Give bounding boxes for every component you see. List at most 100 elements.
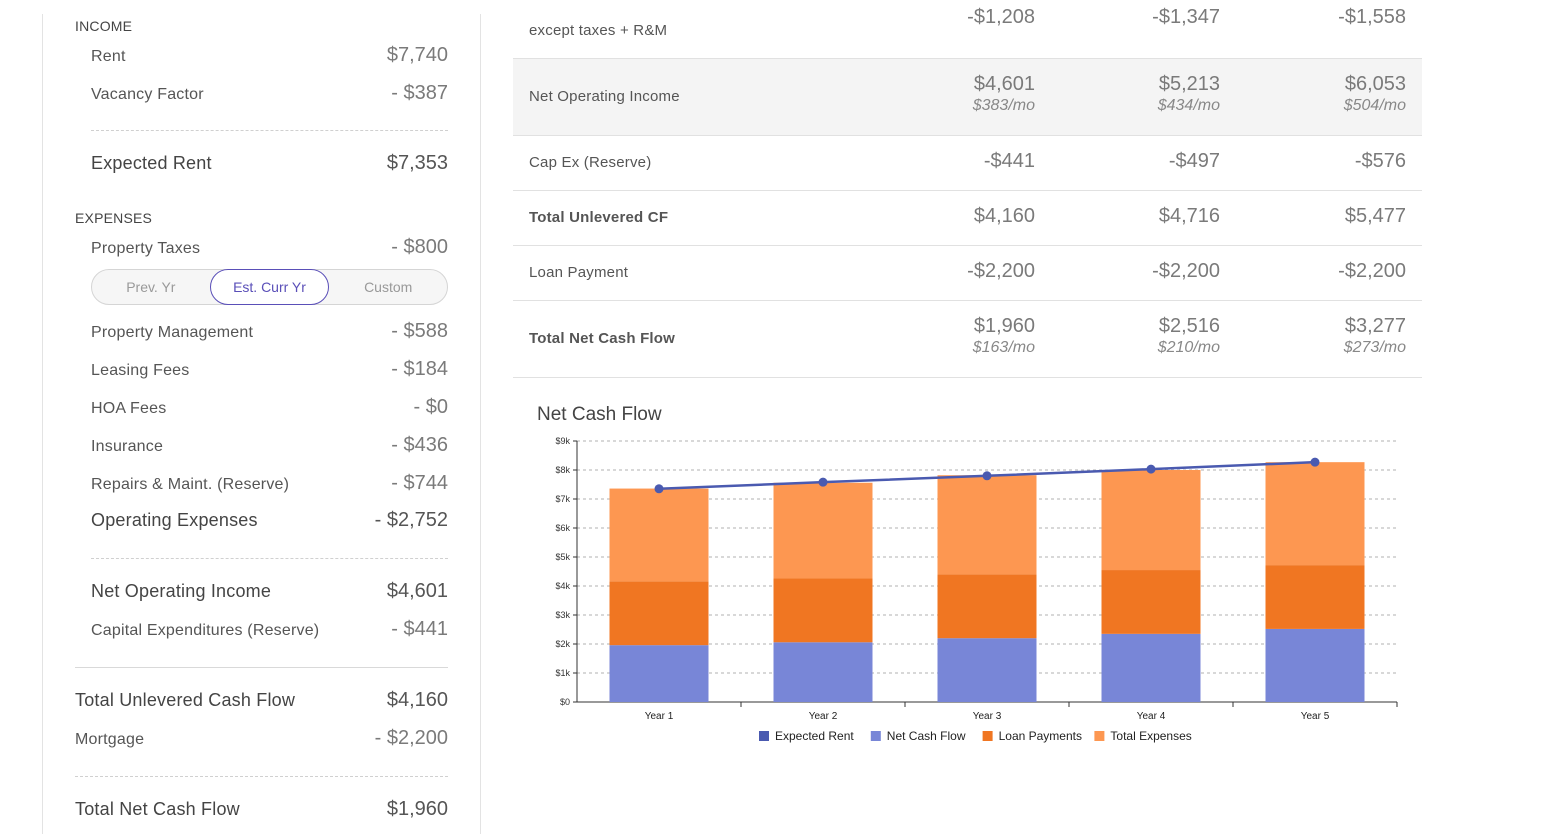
chart-title: Net Cash Flow xyxy=(537,404,662,425)
monthly-value: $163 xyxy=(972,339,1009,356)
cell-value: $5,213 xyxy=(1158,73,1220,95)
bar-net-cash-flow xyxy=(1265,628,1365,702)
mortgage-value[interactable]: - $2,200 xyxy=(374,727,448,749)
panel-divider xyxy=(480,14,481,834)
legend-label: Expected Rent xyxy=(775,729,854,743)
cash-flow-summary: INCOME Rent $7,740 Vacancy Factor - $387… xyxy=(75,0,448,834)
rent-row: Rent $7,740 xyxy=(91,44,448,67)
tucf-label: Total Unlevered Cash Flow xyxy=(75,690,296,710)
legend-label: Loan Payments xyxy=(999,729,1082,743)
vacancy-value[interactable]: - $387 xyxy=(391,82,448,104)
cell-value: -$1,208 xyxy=(967,6,1035,28)
x-tick-label: Year 2 xyxy=(809,711,838,722)
property-taxes-value[interactable]: - $800 xyxy=(391,236,448,258)
leasing-label: Leasing Fees xyxy=(91,362,190,379)
y-tick-label: $5k xyxy=(555,552,570,562)
rent-label: Rent xyxy=(91,48,126,65)
bar-total-expenses xyxy=(1265,462,1365,566)
cell-value: -$1,558 xyxy=(1338,6,1406,28)
tax-option-prev-yr[interactable]: Prev. Yr xyxy=(126,279,176,295)
row-label: Total Unlevered CF xyxy=(529,209,669,226)
insurance-value[interactable]: - $436 xyxy=(391,434,448,456)
cell-value: $4,601 xyxy=(973,73,1035,95)
capex-value[interactable]: - $441 xyxy=(391,618,448,640)
mo-suffix: /mo xyxy=(1008,339,1035,356)
mortgage-label: Mortgage xyxy=(75,731,145,748)
y-tick-label: $7k xyxy=(555,494,570,504)
noi-label: Net Operating Income xyxy=(91,581,272,601)
monthly-value: $210 xyxy=(1157,339,1194,356)
opex-label: Operating Expenses xyxy=(91,510,258,530)
bar-net-cash-flow xyxy=(773,642,873,702)
y-tick-label: $3k xyxy=(555,610,570,620)
noi-value: $4,601 xyxy=(386,580,448,602)
cell-value: $6,053 xyxy=(1344,73,1406,95)
row-label: Total Net Cash Flow xyxy=(529,330,676,347)
monthly-value: $383 xyxy=(972,97,1009,114)
rent-value[interactable]: $7,740 xyxy=(386,44,448,66)
tncf-row: Total Net Cash Flow $1,960 xyxy=(75,798,448,821)
point-expected-rent xyxy=(1146,464,1156,474)
expenses-heading: EXPENSES xyxy=(75,210,153,226)
cell-value: -$497 xyxy=(1168,150,1220,172)
y-tick-label: $0 xyxy=(560,697,570,707)
bar-total-expenses xyxy=(609,488,709,582)
bar-total-expenses xyxy=(1101,470,1201,571)
noi-row: Net Operating Income $4,601 xyxy=(91,580,448,603)
mo-suffix: /mo xyxy=(1193,97,1220,114)
expected-rent-row: Expected Rent $7,353 xyxy=(91,152,448,175)
legend-swatch xyxy=(870,731,881,741)
property-mgmt-value[interactable]: - $588 xyxy=(391,320,448,342)
tncf-label: Total Net Cash Flow xyxy=(75,799,240,819)
left-divider xyxy=(42,14,43,834)
tncf-value: $1,960 xyxy=(386,798,448,820)
point-expected-rent xyxy=(818,477,828,487)
property-taxes-label: Property Taxes xyxy=(91,240,201,257)
cell-value: -$576 xyxy=(1354,150,1406,172)
y-tick-label: $6k xyxy=(555,523,570,533)
table-row: Total Unlevered CF $4,160 $4,716 $5,477 xyxy=(513,191,1422,246)
y-tick-label: $9k xyxy=(555,436,570,446)
x-tick-label: Year 4 xyxy=(1137,711,1166,722)
cell-value: $3,277 xyxy=(1344,315,1406,337)
leasing-value[interactable]: - $184 xyxy=(391,358,448,380)
vacancy-row: Vacancy Factor - $387 xyxy=(91,82,448,105)
monthly-value: $434 xyxy=(1157,97,1194,114)
cell-value: -$2,200 xyxy=(967,260,1035,282)
legend-swatch xyxy=(759,731,769,741)
bar-loan-payments xyxy=(1265,565,1365,629)
x-tick-label: Year 3 xyxy=(973,711,1002,722)
bar-loan-payments xyxy=(1101,570,1201,634)
bar-loan-payments xyxy=(937,574,1037,639)
capex-row: Capital Expenditures (Reserve) - $441 xyxy=(91,618,448,641)
mo-suffix: /mo xyxy=(1193,339,1220,356)
tax-option-est-curr-yr[interactable]: Est. Curr Yr xyxy=(209,269,330,305)
cell-value: $1,960 xyxy=(973,315,1035,337)
tax-option-custom[interactable]: Custom xyxy=(364,279,413,295)
hoa-value[interactable]: - $0 xyxy=(413,396,448,418)
bar-total-expenses xyxy=(773,482,873,579)
cell-value: $4,716 xyxy=(1158,205,1220,227)
mo-suffix: /mo xyxy=(1379,97,1406,114)
repairs-row: Repairs & Maint. (Reserve) - $744 xyxy=(91,472,448,495)
legend-swatch xyxy=(1094,731,1105,741)
table-row: Net Operating Income $4,601 $383/mo $5,21… xyxy=(513,59,1422,136)
bar-loan-payments xyxy=(773,578,873,643)
table-row: Cap Ex (Reserve) -$441 -$497 -$576 xyxy=(513,136,1422,191)
bar-net-cash-flow xyxy=(1101,633,1201,702)
point-expected-rent xyxy=(1310,457,1320,467)
mo-suffix: /mo xyxy=(1008,97,1035,114)
property-taxes-row: Property Taxes - $800 xyxy=(91,236,448,259)
legend-label: Total Expenses xyxy=(1110,729,1191,743)
monthly-value: $273 xyxy=(1343,339,1380,356)
cell-value: -$2,200 xyxy=(1338,260,1406,282)
property-mgmt-label: Property Management xyxy=(91,324,254,341)
point-expected-rent xyxy=(654,484,664,494)
vacancy-label: Vacancy Factor xyxy=(91,86,204,103)
y-tick-label: $8k xyxy=(555,465,570,475)
cell-value: $5,477 xyxy=(1344,205,1406,227)
tax-basis-toggle: Prev. Yr Est. Curr Yr Custom xyxy=(91,269,448,305)
repairs-label: Repairs & Maint. (Reserve) xyxy=(91,476,290,493)
capex-label: Capital Expenditures (Reserve) xyxy=(91,622,320,639)
repairs-value[interactable]: - $744 xyxy=(391,472,448,494)
